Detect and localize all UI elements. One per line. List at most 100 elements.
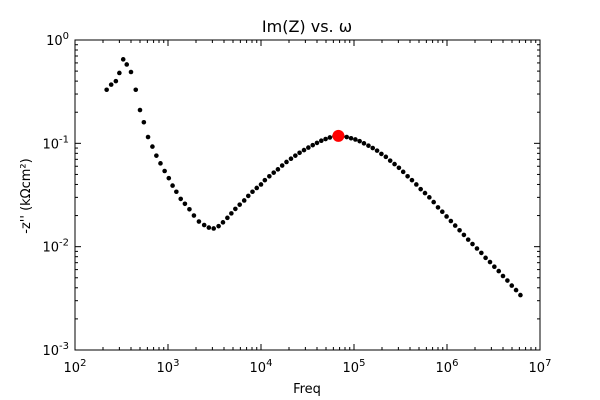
data-point: [187, 206, 192, 212]
data-point: [128, 69, 134, 75]
data-point: [170, 183, 175, 188]
data-point: [258, 182, 264, 187]
highlight-point: [332, 129, 345, 142]
plot-frame: [74, 39, 541, 351]
data-point: [383, 154, 389, 160]
data-point: [275, 167, 281, 172]
data-point: [166, 175, 172, 181]
data-point: [487, 259, 493, 265]
data-point: [405, 173, 410, 179]
y-tick-label: 10-1: [42, 134, 69, 152]
data-point: [400, 169, 406, 175]
data-point: [427, 195, 432, 200]
data-point: [245, 193, 251, 199]
data-point: [348, 135, 354, 141]
x-tick-label: 105: [343, 358, 366, 376]
data-point: [422, 190, 428, 196]
data-point: [492, 264, 497, 269]
data-point: [254, 185, 260, 191]
data-point: [431, 199, 436, 205]
y-tick-label: 10-3: [42, 341, 69, 359]
data-point: [444, 214, 449, 219]
data-point: [154, 153, 159, 158]
data-point: [327, 135, 333, 140]
data-point: [117, 70, 122, 76]
data-point: [262, 177, 268, 183]
data-point: [133, 87, 139, 93]
data-point: [162, 168, 167, 174]
x-tick-label: 103: [157, 358, 180, 376]
x-tick-label: 102: [64, 358, 87, 376]
data-point: [314, 140, 320, 146]
data-point: [461, 232, 467, 238]
data-point: [370, 145, 376, 151]
data-point: [353, 137, 358, 142]
data-point: [505, 278, 510, 283]
data-point: [439, 209, 445, 214]
data-point: [323, 136, 328, 142]
data-point: [124, 62, 130, 67]
data-point: [178, 196, 184, 202]
data-point: [120, 57, 126, 62]
plot-area: [104, 57, 523, 298]
data-point: [319, 138, 324, 144]
data-point: [357, 138, 362, 144]
data-point: [418, 186, 423, 192]
data-point: [229, 211, 234, 216]
data-point: [513, 287, 519, 293]
data-point: [301, 147, 307, 153]
data-point: [361, 141, 367, 146]
data-point: [174, 189, 179, 195]
data-point: [310, 142, 316, 148]
x-tick-label: 106: [436, 358, 459, 376]
data-point: [297, 150, 302, 156]
data-point: [113, 78, 119, 84]
y-axis-label: -z'' (kΩcm²): [19, 158, 34, 233]
data-point: [392, 161, 397, 167]
data-point: [457, 228, 462, 233]
data-point: [396, 165, 402, 171]
data-point: [271, 170, 277, 175]
data-point: [500, 273, 506, 279]
data-point: [137, 107, 143, 113]
data-point: [150, 144, 155, 149]
data-point: [288, 156, 294, 161]
data-point: [366, 143, 371, 148]
data-point: [108, 82, 114, 87]
data-point: [379, 151, 384, 157]
data-point: [279, 163, 285, 168]
x-tick-label: 104: [250, 358, 273, 376]
y-tick-label: 100: [46, 31, 69, 49]
axes: 102 103 104 105 106 107 10-3 10-2 10-1 100: [42, 31, 551, 376]
data-point: [225, 215, 230, 221]
data-point: [233, 206, 238, 212]
data-point: [483, 255, 488, 261]
data-point: [387, 158, 393, 163]
x-axis-label: Freq: [293, 382, 321, 397]
data-point: [237, 202, 242, 207]
data-point: [182, 201, 188, 207]
chart-title: Im(Z) vs. ω: [262, 17, 352, 36]
data-point: [479, 250, 484, 256]
data-point: [474, 246, 480, 251]
data-point: [196, 219, 202, 224]
data-point: [409, 177, 415, 183]
data-point: [293, 153, 298, 158]
data-point: [220, 220, 226, 225]
data-point: [201, 222, 207, 228]
data-point: [448, 218, 454, 224]
data-point: [518, 292, 523, 298]
data-point: [241, 198, 247, 203]
data-point: [104, 87, 109, 93]
data-point: [158, 161, 163, 166]
data-point: [306, 145, 311, 150]
data-point: [211, 226, 216, 231]
data-point: [470, 241, 475, 247]
data-point: [344, 134, 350, 140]
data-point: [206, 225, 212, 230]
data-point: [496, 268, 502, 274]
data-point: [435, 205, 441, 210]
data-point: [191, 213, 197, 218]
data-point: [509, 283, 515, 288]
